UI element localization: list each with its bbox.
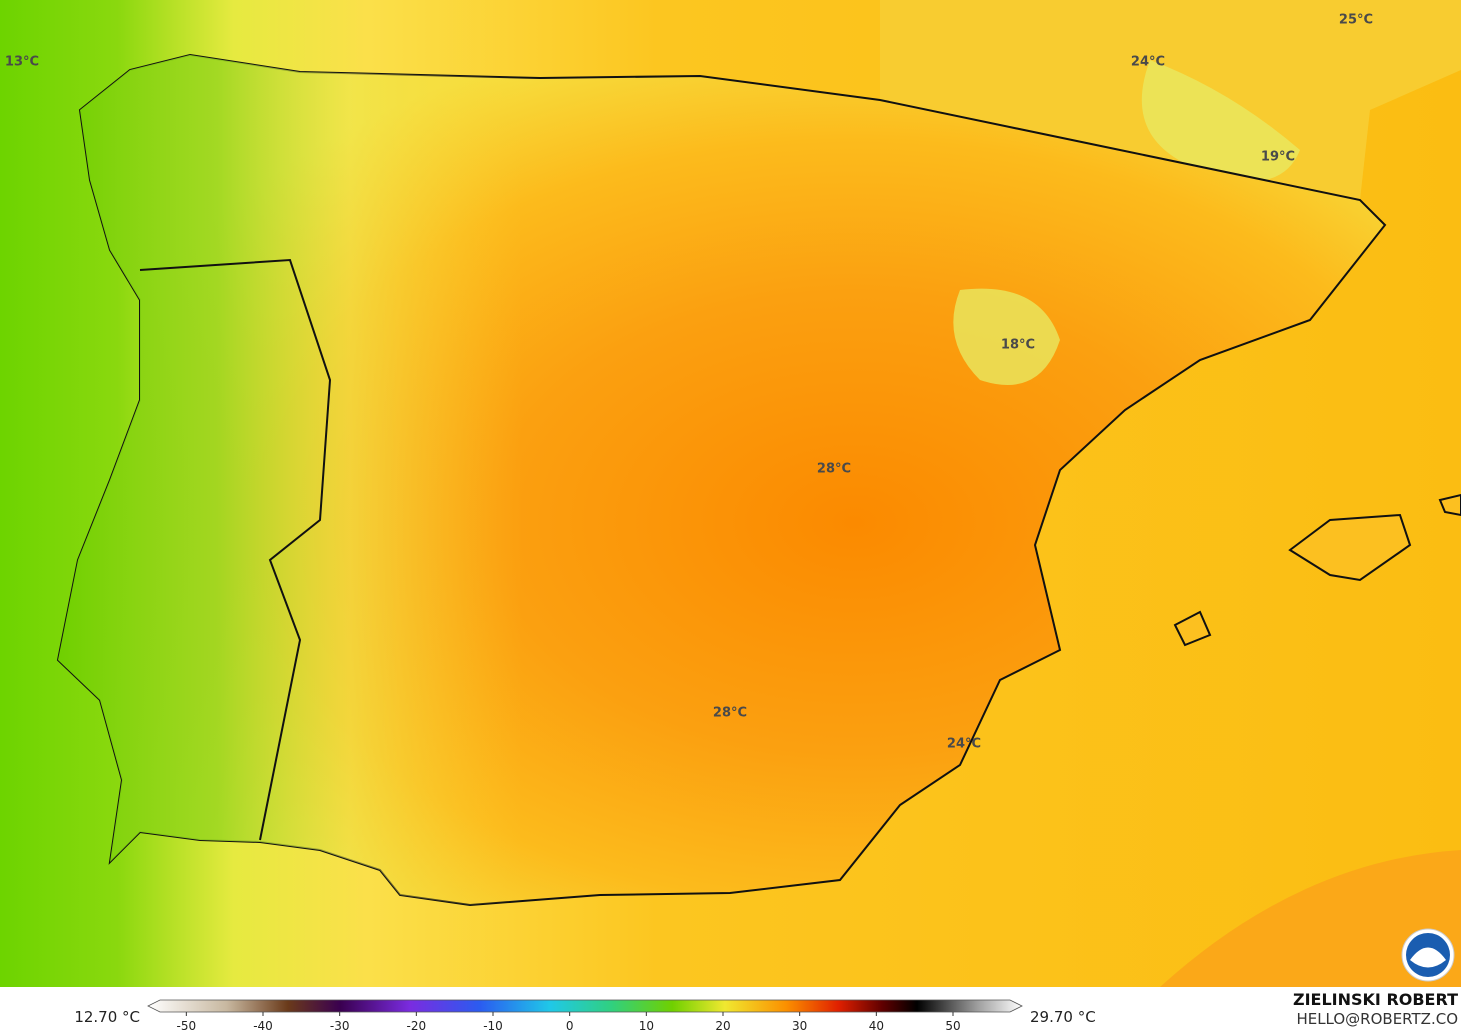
mallorca xyxy=(1288,513,1412,582)
temp-label: 28°C xyxy=(817,462,851,477)
colorbar xyxy=(147,999,1023,1013)
menorca xyxy=(1438,493,1461,517)
colorbar-tick-label: 20 xyxy=(715,1019,730,1033)
colorbar-tick-label: 10 xyxy=(639,1019,654,1033)
colorbar-tick-label: -40 xyxy=(253,1019,273,1033)
colorbar-tick-label: 50 xyxy=(945,1019,960,1033)
colorbar-ticks: -50 -40 -30 -20 -10 0 10 20 30 40 50 xyxy=(177,1012,961,1033)
temp-label: 25°C xyxy=(1339,13,1373,28)
temp-label: 28°C xyxy=(713,706,747,721)
temp-label: 24°C xyxy=(947,737,981,752)
credit-email: HELLO@ROBERTZ.CO xyxy=(1296,1010,1458,1028)
ibiza xyxy=(1173,610,1212,647)
temp-label: 24°C xyxy=(1131,55,1165,70)
temp-label: 19°C xyxy=(1261,150,1295,165)
colorbar-tick-label: 40 xyxy=(869,1019,884,1033)
colorbar-tick-label: -20 xyxy=(407,1019,427,1033)
colorbar-tick-label: -10 xyxy=(483,1019,503,1033)
colorbar-tick-label: 0 xyxy=(566,1019,574,1033)
temp-label: 13°C xyxy=(5,55,39,70)
noaa-logo-bird xyxy=(1410,947,1446,968)
iberia-west-shade xyxy=(58,55,1385,905)
africa xyxy=(1160,850,1461,987)
colorbar-tick-label: -30 xyxy=(330,1019,350,1033)
colorbar-tick-label: 30 xyxy=(792,1019,807,1033)
colorbar-max: 29.70 °C xyxy=(1030,1008,1096,1026)
colorbar-tick-label: -50 xyxy=(177,1019,197,1033)
temp-label: 18°C xyxy=(1001,338,1035,353)
border xyxy=(139,258,332,841)
colorbar-min: 12.70 °C xyxy=(74,1008,140,1026)
cool-area xyxy=(1141,60,1300,182)
cool-area xyxy=(953,288,1060,385)
credit-name: ZIELINSKI ROBERT xyxy=(1293,990,1458,1009)
